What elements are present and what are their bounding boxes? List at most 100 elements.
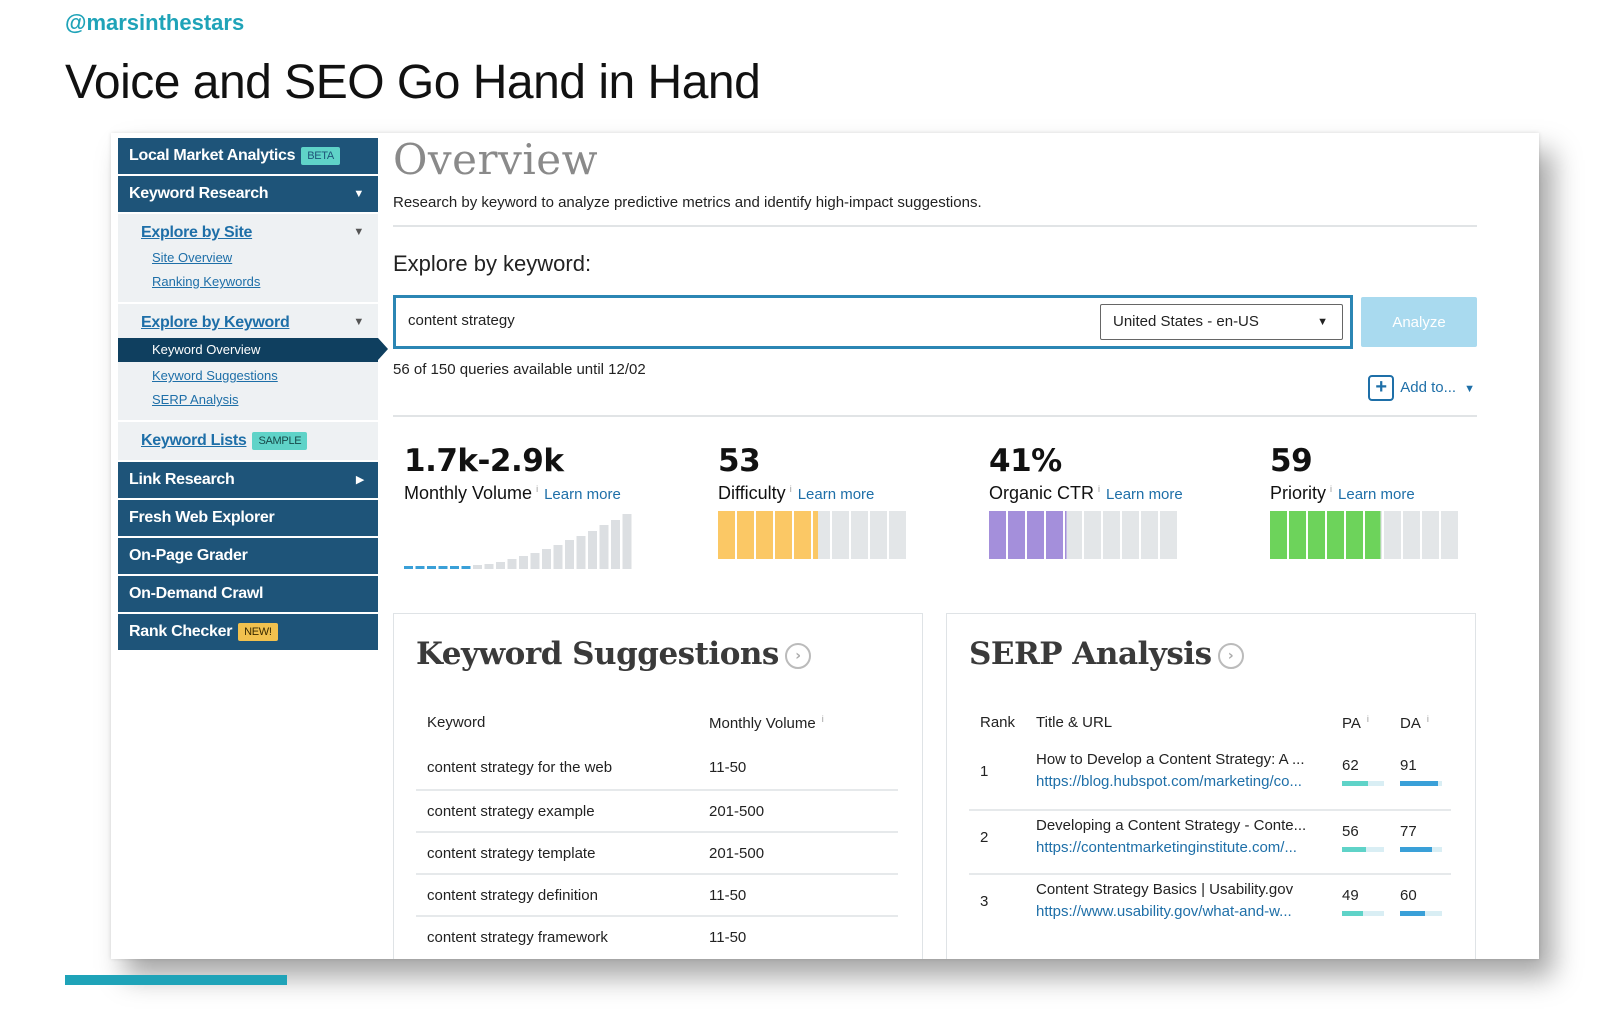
info-icon[interactable]: i: [1426, 714, 1429, 724]
pa-bar-fill: [1342, 911, 1363, 916]
keyword-cell[interactable]: content strategy template: [427, 845, 596, 862]
column-header-pa: PA i: [1342, 714, 1369, 732]
table-row[interactable]: content strategy for the web 11-50: [416, 747, 898, 788]
add-to-button[interactable]: + Add to... ▼: [1368, 375, 1475, 401]
sidebar-item-link-research[interactable]: Link Research ▶: [118, 462, 378, 498]
sidebar-item-rank-checker[interactable]: Rank Checker NEW!: [118, 614, 378, 650]
sidebar-item-keyword-overview[interactable]: Keyword Overview: [118, 338, 388, 362]
info-icon[interactable]: i: [789, 484, 792, 494]
learn-more-link[interactable]: Learn more: [797, 486, 875, 503]
da-bar-fill: [1400, 781, 1439, 786]
info-icon[interactable]: i: [821, 714, 824, 724]
result-url-link[interactable]: https://contentmarketinginstitute.com/..…: [1036, 839, 1297, 856]
table-row[interactable]: content strategy template 201-500: [416, 831, 898, 872]
meter-segment: [1327, 511, 1344, 559]
meter-segment: [1270, 511, 1287, 559]
table-row[interactable]: content strategy framework 11-50: [416, 915, 898, 956]
info-icon[interactable]: i: [536, 484, 539, 494]
difficulty-label: Difficulty i Learn more: [718, 483, 874, 504]
keyword-suggestions-card: Keyword Suggestions › Keyword Monthly Vol…: [393, 613, 923, 959]
volume-bar: [461, 566, 471, 569]
volume-bar: [576, 536, 586, 569]
sidebar-item-label: Local Market Analytics: [129, 147, 296, 164]
learn-more-link[interactable]: Learn more: [544, 486, 621, 503]
chevron-down-icon: ▼: [1317, 316, 1328, 328]
serp-analysis-title[interactable]: SERP Analysis ›: [969, 636, 1244, 672]
sidebar-item-serp-analysis[interactable]: SERP Analysis: [152, 392, 239, 407]
volume-bar: [438, 566, 448, 569]
app-screenshot: Local Market Analytics BETA Keyword Resea…: [111, 133, 1539, 959]
monthly-volume-label: Monthly Volume i Learn more: [404, 483, 621, 504]
priority-label: Priority i Learn more: [1270, 483, 1415, 504]
chevron-down-icon[interactable]: ▼: [353, 316, 364, 328]
sidebar-nav: Local Market Analytics BETA Keyword Resea…: [118, 138, 388, 652]
volume-cell: 201-500: [709, 803, 765, 820]
sidebar-item-ranking-keywords[interactable]: Ranking Keywords: [152, 274, 261, 289]
info-icon[interactable]: i: [1366, 714, 1369, 724]
result-url-link[interactable]: https://www.usability.gov/what-and-w...: [1036, 903, 1292, 920]
new-badge: NEW!: [238, 623, 278, 641]
result-url-link[interactable]: https://blog.hubspot.com/marketing/co...: [1036, 773, 1302, 790]
divider: [393, 415, 1477, 417]
difficulty-value: 53: [718, 443, 761, 479]
sidebar-item-site-overview[interactable]: Site Overview: [152, 250, 233, 265]
meter-segment: [1308, 511, 1325, 559]
pa-bar: [1342, 781, 1384, 786]
sidebar-item-explore-by-keyword[interactable]: Explore by Keyword ▼: [118, 310, 378, 336]
table-row[interactable]: 2 Developing a Content Strategy - Conte..…: [969, 809, 1451, 872]
sidebar-item-explore-by-site[interactable]: Explore by Site ▼: [118, 220, 378, 246]
volume-bar: [553, 545, 563, 569]
table-row[interactable]: content strategy definition 11-50: [416, 873, 898, 914]
accent-bar: [65, 975, 287, 985]
meter-segment: [718, 511, 735, 559]
chevron-down-icon[interactable]: ▼: [353, 226, 364, 238]
table-row[interactable]: 1 How to Develop a Content Strategy: A ..…: [969, 745, 1451, 808]
pa-value: 49: [1342, 887, 1359, 904]
da-bar: [1400, 911, 1442, 916]
meter-segment: [813, 511, 830, 559]
volume-cell: 11-50: [709, 929, 747, 946]
analyze-button[interactable]: Analyze: [1361, 297, 1477, 347]
locale-select[interactable]: United States - en-US ▼: [1100, 304, 1343, 340]
volume-bar: [473, 565, 482, 569]
keyword-cell[interactable]: content strategy example: [427, 803, 595, 820]
twitter-handle: @marsinthestars: [65, 10, 245, 35]
table-row[interactable]: content strategy example 201-500: [416, 789, 898, 830]
organic-ctr-meter: [989, 511, 1179, 559]
sidebar-item-on-page-grader[interactable]: On-Page Grader: [118, 538, 378, 574]
page-title: Overview: [393, 135, 599, 184]
sidebar-item-local-market-analytics[interactable]: Local Market Analytics BETA: [118, 138, 378, 174]
learn-more-link[interactable]: Learn more: [1106, 486, 1183, 503]
keyword-search-box: United States - en-US ▼: [393, 295, 1353, 349]
queries-remaining: 56 of 150 queries available until 12/02: [393, 361, 646, 378]
learn-more-link[interactable]: Learn more: [1338, 486, 1415, 503]
chevron-right-circle-icon[interactable]: ›: [1217, 643, 1244, 669]
metric-label-text: Monthly Volume: [404, 483, 533, 503]
info-icon[interactable]: i: [1330, 484, 1333, 494]
keyword-cell[interactable]: content strategy definition: [427, 887, 598, 904]
meter-segment: [1160, 511, 1177, 559]
keyword-cell[interactable]: content strategy framework: [427, 929, 608, 946]
table-row[interactable]: 3 Content Strategy Basics | Usability.gov…: [969, 873, 1451, 936]
sidebar-item-keyword-suggestions[interactable]: Keyword Suggestions: [152, 368, 278, 383]
keyword-suggestions-title[interactable]: Keyword Suggestions ›: [416, 636, 811, 672]
sidebar-item-keyword-research[interactable]: Keyword Research ▼: [118, 176, 378, 212]
keyword-cell[interactable]: content strategy for the web: [427, 759, 613, 776]
priority-value: 59: [1270, 443, 1313, 479]
column-header-text: DA: [1400, 715, 1421, 732]
meter-segment: [1289, 511, 1306, 559]
keyword-search-input[interactable]: [408, 312, 1088, 329]
meter-segment: [1084, 511, 1101, 559]
volume-bar: [519, 556, 528, 569]
pa-bar: [1342, 911, 1384, 916]
column-header-text: PA: [1342, 715, 1361, 732]
sidebar-item-label: Explore by Keyword: [141, 314, 290, 331]
sidebar-item-fresh-web-explorer[interactable]: Fresh Web Explorer: [118, 500, 378, 536]
sidebar-item-keyword-lists[interactable]: Keyword Lists SAMPLE: [118, 428, 378, 454]
info-icon[interactable]: i: [1098, 484, 1101, 494]
sidebar-item-on-demand-crawl[interactable]: On-Demand Crawl: [118, 576, 378, 612]
meter-segment: [1141, 511, 1158, 559]
meter-segment: [989, 511, 1006, 559]
chevron-right-circle-icon[interactable]: ›: [784, 643, 811, 669]
volume-bar: [542, 549, 551, 569]
